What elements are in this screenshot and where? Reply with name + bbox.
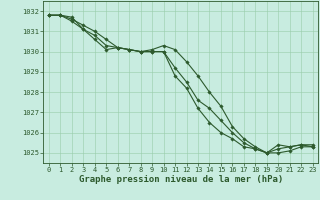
X-axis label: Graphe pression niveau de la mer (hPa): Graphe pression niveau de la mer (hPa) <box>79 175 283 184</box>
